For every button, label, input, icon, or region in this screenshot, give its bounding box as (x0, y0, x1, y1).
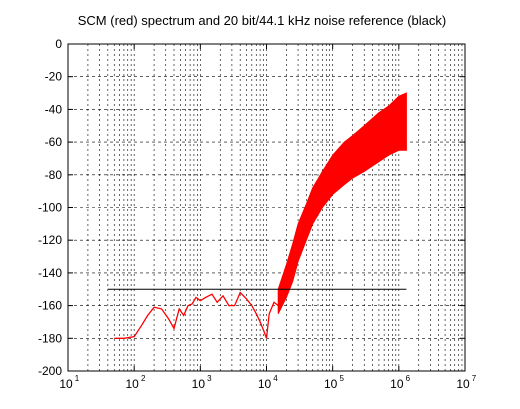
y-tick-label: -80 (45, 168, 63, 182)
x-tick-exponent: 4 (273, 374, 278, 383)
x-tick-label: 10 (258, 377, 272, 391)
x-tick-label: 10 (456, 377, 470, 391)
x-tick-label: 10 (125, 377, 139, 391)
y-tick-label: -20 (45, 70, 63, 84)
y-tick-label: -140 (38, 266, 62, 280)
x-tick-exponent: 5 (339, 374, 344, 383)
y-tick-label: -60 (45, 135, 63, 149)
y-tick-label: -200 (38, 364, 62, 378)
y-tick-label: 0 (55, 37, 62, 51)
x-tick-label: 10 (324, 377, 338, 391)
chart-title: SCM (red) spectrum and 20 bit/44.1 kHz n… (78, 13, 447, 28)
y-tick-label: -180 (38, 331, 62, 345)
series-band (277, 92, 407, 315)
y-tick-label: -100 (38, 201, 62, 215)
plot-area (107, 92, 407, 339)
x-tick-exponent: 3 (207, 374, 212, 383)
x-tick-exponent: 7 (472, 374, 477, 383)
grid-lines (68, 44, 465, 371)
y-tick-label: -120 (38, 233, 62, 247)
y-tick-label: -40 (45, 102, 63, 116)
x-tick-exponent: 1 (75, 374, 80, 383)
axis-ticks: 10 1 10 2 10 3 10 4 10 5 10 6 10 70-20-40-60-80-100-1… (38, 37, 477, 391)
series-line (114, 120, 407, 339)
x-tick-label: 10 (59, 377, 73, 391)
x-tick-exponent: 2 (141, 374, 146, 383)
x-tick-exponent: 6 (406, 374, 411, 383)
y-tick-label: -160 (38, 299, 62, 313)
x-tick-label: 10 (192, 377, 206, 391)
x-tick-label: 10 (390, 377, 404, 391)
